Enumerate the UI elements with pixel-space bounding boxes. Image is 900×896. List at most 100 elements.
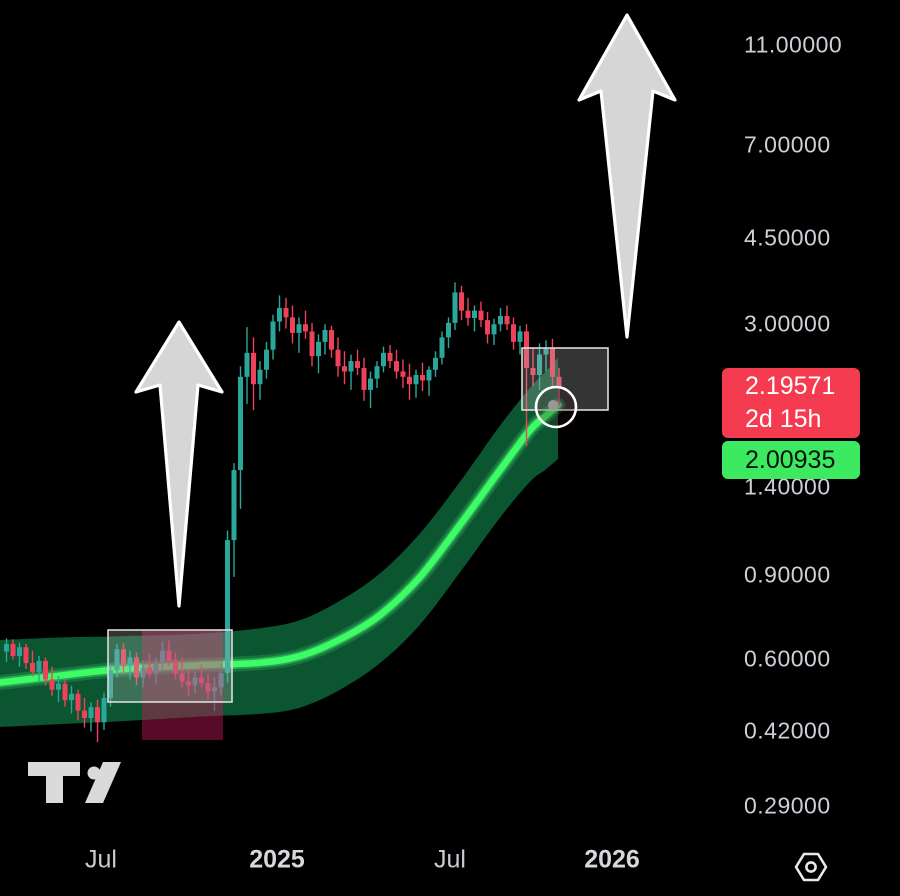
candle-down	[23, 647, 29, 664]
last-price-value: 2.19571	[745, 372, 836, 400]
candle-up	[114, 649, 120, 671]
indicator-value: 2.00935	[745, 446, 836, 474]
candle-down	[10, 643, 16, 657]
candle-up	[140, 668, 146, 678]
red-zone-rect[interactable]	[142, 630, 223, 740]
candle-down	[342, 366, 347, 372]
candle-down	[550, 348, 555, 377]
candle-down	[173, 660, 178, 674]
candle-down	[387, 352, 393, 362]
candle-down	[556, 376, 562, 387]
candle-up	[101, 698, 107, 723]
candle-up	[491, 324, 497, 335]
candle-up	[452, 292, 458, 323]
candle-up	[88, 707, 94, 719]
candle-down	[62, 683, 68, 701]
candle-up	[264, 349, 269, 370]
candle-up	[517, 331, 523, 342]
tradingview-logo[interactable]	[26, 756, 136, 816]
candle-down	[400, 371, 406, 377]
candle-down	[465, 310, 471, 319]
candle-up	[218, 672, 224, 688]
candle-up	[381, 352, 386, 367]
up-arrow-left[interactable]	[134, 320, 224, 608]
candle-down	[290, 317, 295, 333]
candle-up	[4, 643, 9, 652]
tv-logo-v	[85, 762, 121, 803]
candle-up	[472, 310, 477, 319]
candle-down	[166, 650, 172, 661]
candle-down	[335, 349, 341, 367]
candle-down	[121, 649, 126, 667]
band-end-dot	[548, 400, 558, 410]
indicator-value-badge: 2.00935	[722, 441, 860, 479]
price-axis-label: 7.00000	[744, 131, 831, 158]
candle-down	[95, 707, 100, 723]
accumulation-box[interactable]	[107, 629, 233, 703]
candle-up	[160, 650, 165, 663]
candle-up	[316, 341, 321, 357]
candle-up	[36, 660, 42, 672]
candle-up	[108, 670, 113, 699]
time-axis-label: Jul	[85, 845, 117, 874]
price-axis-label: 11.00000	[744, 31, 843, 58]
last-price-badge: 2.19571 2d 15h	[722, 368, 860, 438]
candle-down	[478, 310, 484, 321]
candle-up	[257, 369, 263, 385]
candle-up	[244, 352, 250, 377]
candle-down	[511, 324, 516, 342]
candle-up	[69, 693, 74, 701]
candle-up	[56, 683, 61, 690]
candle-up	[238, 376, 243, 471]
candle-up	[368, 378, 373, 390]
candle-up	[127, 657, 133, 667]
candle-down	[43, 660, 48, 680]
candle-down	[82, 710, 87, 719]
candle-down	[147, 668, 152, 674]
bar-countdown: 2d 15h	[745, 405, 822, 433]
candle-up	[153, 662, 159, 674]
candle-up	[322, 329, 328, 342]
price-axis-label: 4.50000	[744, 224, 831, 251]
price-scale-settings-icon[interactable]	[790, 848, 832, 886]
candle-down	[485, 320, 490, 335]
candle-up	[296, 324, 302, 333]
price-axis-label: 0.90000	[744, 561, 831, 588]
time-axis-label: 2026	[584, 845, 640, 874]
candle-up	[277, 308, 282, 322]
candle-down	[420, 375, 425, 381]
candle-up	[498, 316, 503, 325]
candle-up	[348, 361, 354, 372]
candle-down	[524, 331, 529, 368]
candle-down	[309, 331, 315, 357]
price-axis-label: 3.00000	[744, 310, 831, 337]
candle-down	[361, 367, 367, 390]
candle-up	[270, 321, 276, 350]
price-axis-label: 0.42000	[744, 717, 831, 744]
candle-down	[179, 673, 185, 682]
candle-up	[225, 540, 230, 673]
price-axis-label: 0.60000	[744, 645, 831, 672]
highlight-circle[interactable]	[534, 385, 578, 429]
candle-down	[394, 361, 399, 372]
candle-down	[504, 316, 510, 325]
candle-up	[433, 357, 438, 370]
candle-down	[251, 352, 256, 385]
candle-up	[17, 647, 22, 657]
candle-up	[231, 470, 237, 541]
up-arrow-right[interactable]	[577, 13, 677, 339]
candle-down	[407, 376, 412, 385]
candle-down	[530, 367, 536, 376]
candle-down	[75, 693, 81, 711]
candle-up	[537, 354, 542, 376]
time-axis-label: Jul	[434, 845, 466, 874]
candle-up	[374, 366, 380, 379]
candle-up	[426, 369, 432, 381]
candle-down	[283, 308, 289, 318]
candle-down	[205, 683, 211, 692]
candle-down	[186, 681, 191, 686]
candle-down	[329, 329, 334, 350]
candle-down	[30, 663, 35, 672]
